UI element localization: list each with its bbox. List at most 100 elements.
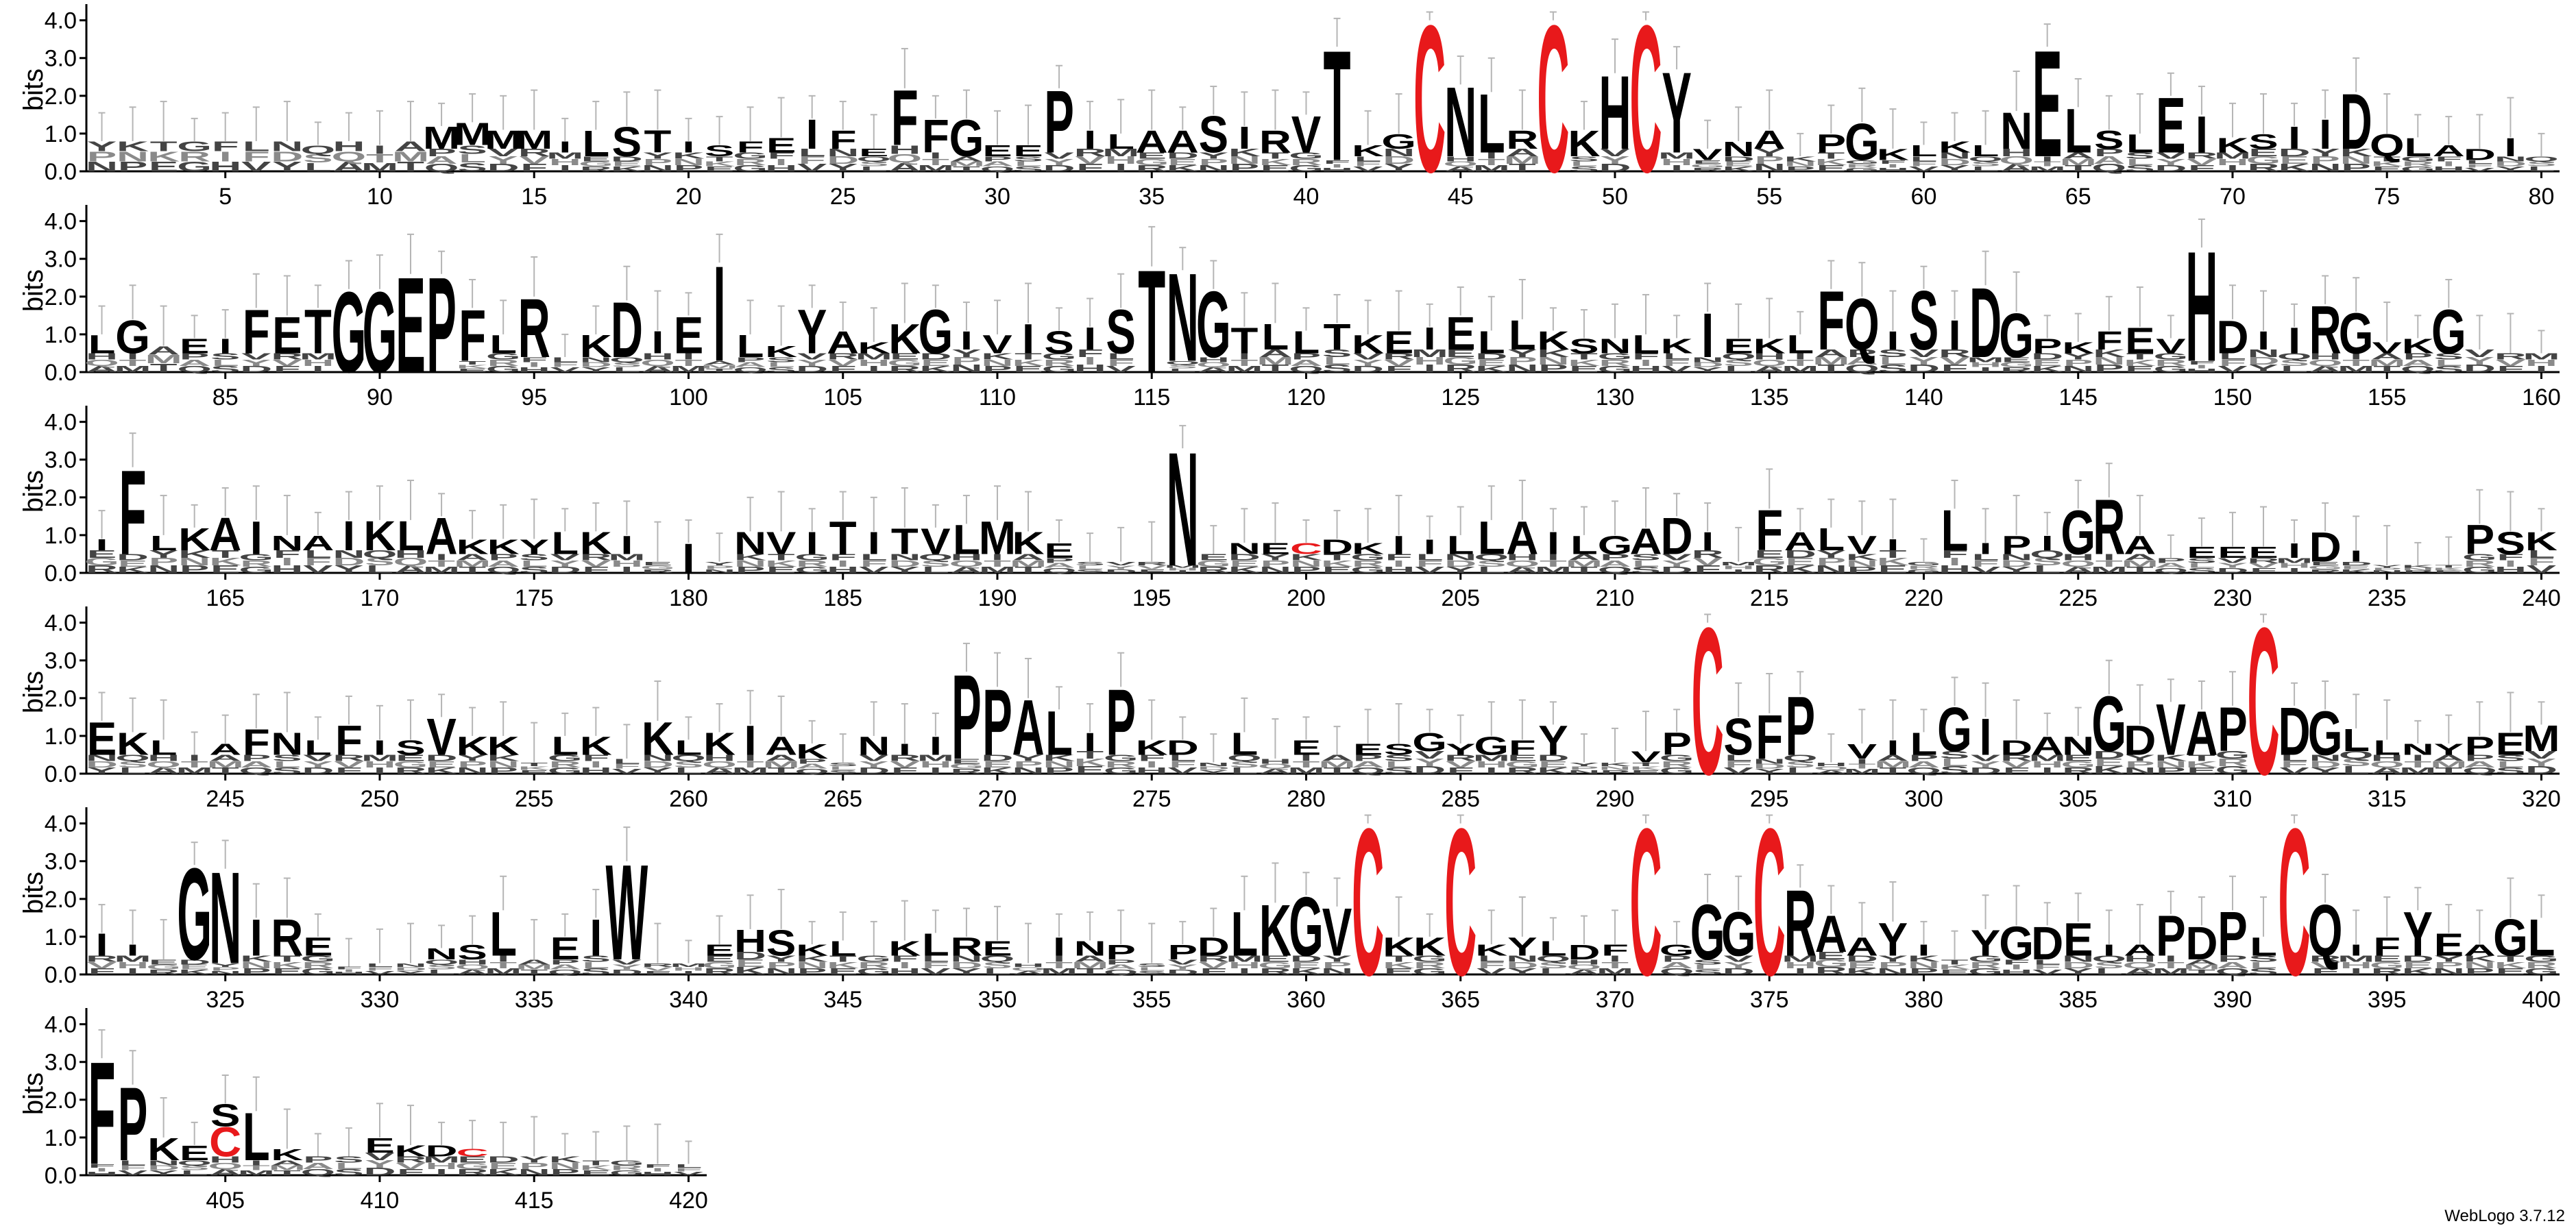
minor-residue-glyph: T bbox=[2034, 160, 2061, 167]
minor-residue-glyph: G bbox=[1598, 364, 1633, 373]
residue-glyph-l: L bbox=[1570, 531, 1598, 560]
x-tick-label: 225 bbox=[2058, 585, 2098, 611]
residue-glyph-k: K bbox=[1259, 889, 1291, 972]
minor-residue-glyph: K bbox=[1012, 358, 1044, 367]
minor-residue-glyph: L bbox=[2188, 561, 2215, 569]
residue-glyph-f: F bbox=[243, 722, 270, 763]
residue-glyph-n: N bbox=[1167, 419, 1199, 600]
minor-residue-glyph: T bbox=[582, 1159, 609, 1166]
minor-residue-glyph: N bbox=[1939, 151, 1971, 160]
minor-residue-glyph: G bbox=[1134, 157, 1169, 167]
minor-residue-glyph: H bbox=[672, 966, 705, 972]
minor-residue-glyph: E bbox=[705, 954, 735, 963]
residue-glyph-a: A bbox=[1629, 521, 1662, 562]
minor-residue-glyph: N bbox=[209, 970, 241, 976]
minor-residue-glyph: P bbox=[426, 147, 456, 158]
minor-residue-glyph: A bbox=[240, 759, 272, 769]
minor-residue-glyph: N bbox=[2464, 960, 2496, 970]
residue-glyph-i: I bbox=[682, 536, 694, 582]
minor-residue-glyph: V bbox=[365, 1151, 395, 1162]
minor-residue-glyph: F bbox=[1478, 960, 1505, 970]
minor-residue-glyph: M bbox=[546, 151, 583, 160]
minor-residue-glyph: I bbox=[1053, 954, 1065, 963]
minor-residue-glyph: F bbox=[2497, 552, 2525, 562]
x-tick-label: 355 bbox=[1132, 987, 1171, 1013]
minor-residue-glyph: V bbox=[1909, 347, 1939, 359]
minor-residue-glyph: N bbox=[1537, 355, 1569, 367]
minor-residue-glyph: N bbox=[642, 163, 674, 173]
residue-glyph-v: V bbox=[1692, 146, 1723, 163]
y-tick-label: 2.0 bbox=[45, 887, 77, 913]
minor-residue-glyph: Q bbox=[794, 768, 829, 775]
minor-residue-glyph: R bbox=[1444, 753, 1477, 763]
minor-residue-glyph: G bbox=[1814, 957, 1849, 969]
minor-residue-glyph: M bbox=[1874, 759, 1911, 769]
residue-glyph-f: F bbox=[1601, 942, 1629, 959]
minor-residue-glyph: G bbox=[177, 159, 212, 175]
minor-residue-glyph: A bbox=[1012, 970, 1044, 976]
minor-residue-glyph: R bbox=[147, 968, 180, 976]
residue-glyph-n: N bbox=[271, 726, 303, 761]
minor-residue-glyph: D bbox=[1413, 764, 1446, 776]
residue-glyph-v: V bbox=[766, 526, 797, 561]
minor-residue-glyph: Q bbox=[2215, 966, 2250, 976]
x-tick-label: 140 bbox=[1904, 384, 1943, 410]
minor-residue-glyph: Q bbox=[887, 151, 922, 165]
minor-residue-glyph: R bbox=[2525, 960, 2557, 970]
minor-residue-glyph: P bbox=[1662, 954, 1692, 963]
minor-residue-glyph: Q bbox=[2401, 364, 2435, 373]
minor-residue-glyph: L bbox=[366, 563, 393, 575]
minor-residue-glyph: K bbox=[117, 138, 149, 154]
minor-residue-glyph: K bbox=[1321, 558, 1353, 568]
minor-residue-glyph: M bbox=[2214, 151, 2251, 160]
x-tick-label: 285 bbox=[1441, 786, 1480, 812]
minor-residue-glyph: R bbox=[2371, 966, 2403, 976]
minor-residue-glyph: T bbox=[1262, 151, 1289, 160]
residue-glyph-p: P bbox=[1106, 669, 1136, 775]
minor-residue-glyph: E bbox=[1631, 769, 1660, 775]
residue-glyph-i: I bbox=[620, 531, 633, 560]
x-tick-label: 290 bbox=[1596, 786, 1635, 812]
minor-residue-glyph: I bbox=[219, 149, 232, 164]
minor-residue-glyph: N bbox=[1228, 154, 1261, 166]
minor-residue-glyph: T bbox=[1817, 151, 1845, 160]
minor-residue-glyph: M bbox=[1596, 966, 1633, 976]
y-tick-label: 1.0 bbox=[45, 1125, 77, 1151]
minor-residue-glyph: S bbox=[2279, 358, 2309, 367]
minor-residue-glyph: D bbox=[394, 966, 426, 972]
residue-glyph-i: I bbox=[2504, 133, 2516, 162]
minor-residue-glyph: S bbox=[1322, 347, 1352, 359]
minor-residue-glyph: G bbox=[856, 954, 891, 963]
minor-residue-glyph: G bbox=[2061, 759, 2095, 769]
minor-residue-glyph: D bbox=[1723, 155, 1755, 162]
x-tick-label: 125 bbox=[1441, 384, 1480, 410]
minor-residue-glyph: T bbox=[1848, 762, 1875, 770]
minor-residue-glyph: M bbox=[1256, 355, 1293, 367]
minor-residue-glyph: H bbox=[2031, 759, 2063, 769]
minor-residue-glyph: L bbox=[2219, 352, 2246, 361]
minor-residue-glyph: Y bbox=[1600, 154, 1629, 166]
x-tick-label: 190 bbox=[978, 585, 1017, 611]
residue-glyph-v: V bbox=[1322, 894, 1352, 970]
minor-residue-glyph: A bbox=[1846, 355, 1878, 367]
minor-residue-glyph: G bbox=[84, 556, 119, 567]
minor-residue-glyph: H bbox=[1939, 563, 1971, 575]
minor-residue-glyph: M bbox=[269, 1164, 306, 1171]
minor-residue-glyph: D bbox=[1167, 151, 1199, 160]
minor-residue-glyph: P bbox=[2217, 954, 2248, 963]
minor-residue-glyph: M bbox=[1782, 364, 1819, 373]
minor-residue-glyph: M bbox=[2276, 556, 2313, 564]
minor-residue-glyph: D bbox=[2000, 558, 2032, 568]
minor-residue-glyph: R bbox=[796, 558, 828, 568]
x-tick-label: 335 bbox=[515, 987, 554, 1013]
minor-residue-glyph: G bbox=[1845, 159, 1880, 165]
minor-residue-glyph: A bbox=[1105, 963, 1137, 970]
minor-residue-glyph: H bbox=[457, 958, 489, 966]
residue-glyph-m: M bbox=[423, 120, 460, 155]
minor-residue-glyph: M bbox=[1010, 558, 1047, 568]
residue-glyph-f: F bbox=[829, 125, 857, 154]
minor-residue-glyph: A bbox=[549, 963, 581, 970]
minor-residue-glyph: G bbox=[393, 759, 428, 769]
residue-glyph-k: K bbox=[765, 343, 797, 360]
